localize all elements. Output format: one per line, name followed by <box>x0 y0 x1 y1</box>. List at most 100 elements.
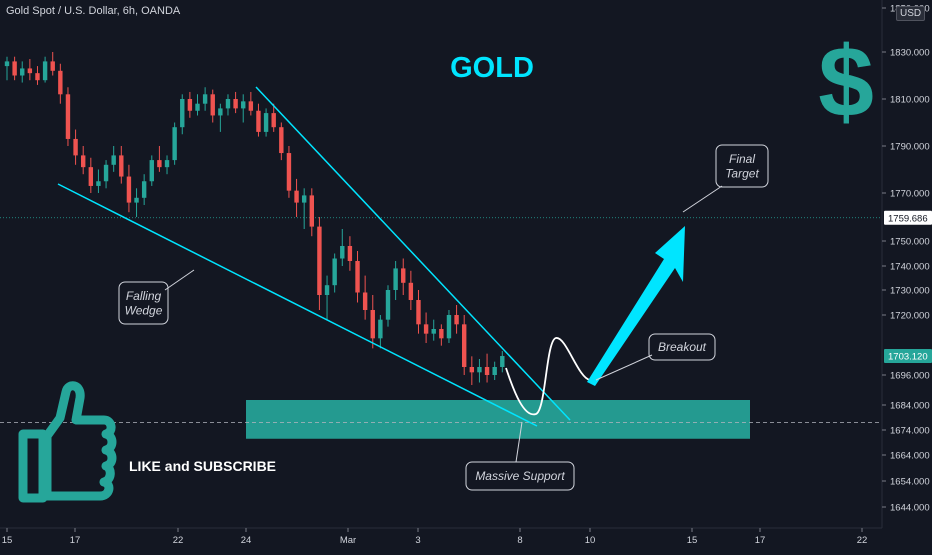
candle-body <box>65 94 71 139</box>
candle-body <box>157 160 162 168</box>
candle-body <box>347 246 353 261</box>
y-tick-label: 1654.000 <box>890 477 930 488</box>
candle-body <box>27 68 33 74</box>
y-tick-label: 1696.000 <box>890 371 930 382</box>
gold-title: GOLD <box>450 52 534 84</box>
candle-body <box>279 127 284 154</box>
thumb-hand <box>42 381 117 501</box>
falling-wedge-label-box <box>118 281 169 325</box>
candle-body <box>241 101 246 109</box>
y-tick-label: 1684.000 <box>890 401 930 412</box>
candle-body <box>149 160 154 182</box>
falling-wedge-label-text: Wedge <box>125 303 163 317</box>
candle-body <box>294 190 299 203</box>
candle-body <box>401 268 406 283</box>
y-tick-label: 1730.000 <box>890 286 930 297</box>
projection-path <box>505 337 591 416</box>
candle-body <box>309 195 314 227</box>
y-tick-label: 1830.000 <box>890 48 930 59</box>
price-label-high: 1759.686 <box>888 213 928 224</box>
breakout-label-box <box>648 333 716 361</box>
candle-body <box>256 110 261 132</box>
candle-body <box>164 160 170 168</box>
target-arrow <box>587 226 685 386</box>
candle-body <box>462 324 467 367</box>
candle-body <box>20 68 25 76</box>
candle-body <box>378 319 383 339</box>
candle-body <box>42 61 48 81</box>
breakout-label: Breakout <box>595 333 716 381</box>
candle-body <box>263 113 269 132</box>
candle-body <box>408 282 414 300</box>
y-axis[interactable]: 1850.0001830.0001810.0001790.0001770.000… <box>881 0 932 550</box>
wedge-lower-trendline <box>57 183 538 427</box>
candle-body <box>134 197 139 203</box>
candle-body <box>454 315 459 325</box>
candle-body <box>301 195 307 203</box>
price-label-current: 1703.120 <box>888 352 928 363</box>
x-tick-label: 17 <box>755 535 766 546</box>
y-tick-label: 1790.000 <box>890 142 930 153</box>
x-axis[interactable]: 15 17 22 24 Mar 3 8 10 15 17 22 <box>0 527 882 546</box>
candle-body <box>500 356 505 367</box>
candle-body <box>431 329 436 334</box>
candle-body <box>332 258 337 286</box>
drawings <box>57 86 685 427</box>
massive-support-label-text: Massive Support <box>475 469 565 483</box>
candle-body <box>73 138 78 156</box>
candle-body <box>81 155 86 168</box>
candle-body <box>96 181 101 186</box>
x-tick-label: 15 <box>2 535 13 546</box>
x-tick-label: Mar <box>340 535 356 546</box>
candle-body <box>202 94 208 104</box>
breakout-label-pointer <box>595 354 653 381</box>
candle-body <box>385 290 391 320</box>
massive-support-label: Massive Support <box>465 421 575 491</box>
y-tick-label: 1770.000 <box>890 189 930 200</box>
candle-body <box>233 99 238 109</box>
x-tick-label: 3 <box>415 535 420 546</box>
candle-body <box>119 155 124 177</box>
x-tick-label: 22 <box>173 535 184 546</box>
candle-body <box>88 167 94 186</box>
thumbs-up-icon <box>18 381 117 503</box>
candle-body <box>317 226 322 295</box>
x-tick-label: 15 <box>687 535 698 546</box>
candle-body <box>35 73 40 81</box>
candle-body <box>248 101 254 111</box>
x-tick-label: 17 <box>70 535 81 546</box>
y-tick-label: 1720.000 <box>890 311 930 322</box>
price-label-high-bg <box>884 210 932 225</box>
candle-body <box>439 329 444 339</box>
currency-badge[interactable]: USD <box>896 6 926 21</box>
candle-body <box>4 61 10 67</box>
x-tick-label: 24 <box>241 535 252 546</box>
like-subscribe-text: LIKE and SUBSCRIBE <box>129 458 276 474</box>
candle-body <box>210 94 215 116</box>
candle-body <box>141 181 147 198</box>
candle-body <box>103 164 109 182</box>
candles <box>4 52 505 385</box>
candle-body <box>195 103 200 111</box>
candle-body <box>484 367 490 375</box>
candle-body <box>286 153 292 191</box>
candle-body <box>423 324 429 334</box>
candle-body <box>393 268 398 290</box>
y-tick-label: 1740.000 <box>890 262 930 273</box>
final-target-label-pointer <box>682 185 723 213</box>
candle-body <box>58 70 63 95</box>
candle-body <box>218 108 223 116</box>
y-axis-bg <box>882 0 932 550</box>
dollar-sign: $ <box>818 26 874 138</box>
x-tick-label: 8 <box>517 535 522 546</box>
candle-body <box>416 300 421 325</box>
y-tick-label: 1674.000 <box>890 426 930 437</box>
falling-wedge-label-pointer <box>164 269 195 291</box>
candle-body <box>126 176 132 203</box>
x-tick-label: 22 <box>857 535 868 546</box>
falling-wedge-label-text: Falling <box>126 289 162 303</box>
